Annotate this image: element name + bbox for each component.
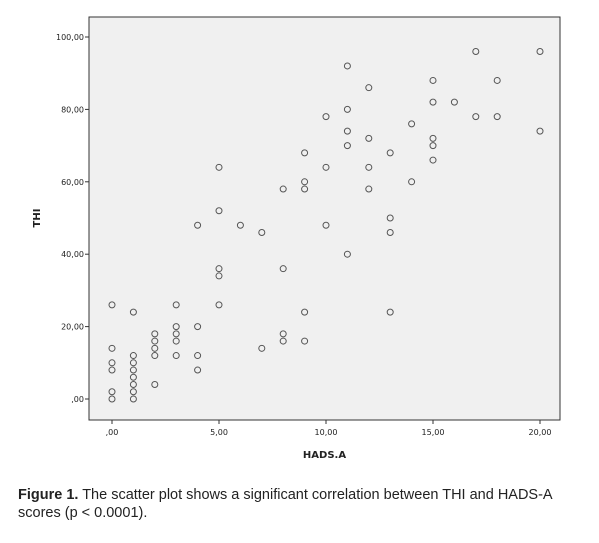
x-tick-label: 15,00 — [422, 428, 445, 437]
data-point — [151, 344, 159, 352]
data-point — [429, 98, 437, 106]
data-point — [301, 308, 309, 316]
data-point — [129, 381, 137, 389]
data-point — [108, 366, 116, 374]
data-point — [279, 185, 287, 193]
data-point — [343, 142, 351, 150]
data-point — [536, 47, 544, 55]
data-point — [386, 228, 394, 236]
data-point — [343, 62, 351, 70]
y-axis-title: THI — [32, 209, 43, 228]
data-point — [129, 373, 137, 381]
data-point — [236, 221, 244, 229]
data-point — [172, 330, 180, 338]
data-point — [215, 265, 223, 273]
x-tick-label: ,00 — [106, 428, 119, 437]
data-point — [258, 344, 266, 352]
data-point — [386, 214, 394, 222]
caption-text: The scatter plot shows a significant cor… — [18, 487, 552, 521]
data-point — [108, 388, 116, 396]
plot-area — [88, 16, 561, 421]
data-point — [365, 163, 373, 171]
data-point — [215, 163, 223, 171]
data-point — [151, 330, 159, 338]
data-point — [301, 337, 309, 345]
data-point — [365, 134, 373, 142]
data-point — [172, 301, 180, 309]
data-point — [301, 185, 309, 193]
data-point — [151, 337, 159, 345]
data-point — [194, 221, 202, 229]
caption-label: Figure 1. — [18, 487, 79, 503]
data-point — [343, 250, 351, 258]
x-tick-label: 20,00 — [529, 428, 552, 437]
data-point — [279, 330, 287, 338]
data-point — [365, 84, 373, 92]
data-point — [215, 301, 223, 309]
data-point — [215, 272, 223, 280]
data-point — [365, 185, 373, 193]
data-point — [408, 178, 416, 186]
data-point — [429, 134, 437, 142]
data-point — [472, 47, 480, 55]
y-tick-label: 60,00 — [61, 178, 84, 187]
data-point — [108, 395, 116, 403]
x-axis-title: HADS.A — [303, 450, 346, 461]
data-point — [386, 308, 394, 316]
data-point — [279, 265, 287, 273]
scatter-plot: ,00 5,00 10,00 15,00 20,00 ,00 20,00 40,00 60,0… — [32, 16, 561, 461]
data-point — [129, 395, 137, 403]
data-point — [536, 127, 544, 135]
data-point — [429, 142, 437, 150]
data-point — [408, 120, 416, 128]
data-point — [472, 113, 480, 121]
data-point — [450, 98, 458, 106]
data-point — [129, 388, 137, 396]
y-axis: ,00 20,00 40,00 60,00 80,00 100,00 — [56, 33, 89, 404]
y-tick-label: 100,00 — [56, 33, 84, 42]
data-point — [151, 381, 159, 389]
x-axis: ,00 5,00 10,00 15,00 20,00 — [106, 420, 552, 437]
data-point — [129, 359, 137, 367]
data-point — [129, 366, 137, 374]
data-point — [493, 113, 501, 121]
y-tick-label: 40,00 — [61, 250, 84, 259]
data-point — [322, 113, 330, 121]
data-point — [172, 337, 180, 345]
data-point — [194, 366, 202, 374]
data-point — [194, 323, 202, 331]
data-point — [194, 352, 202, 360]
data-point — [301, 149, 309, 157]
y-tick-label: 80,00 — [61, 105, 84, 114]
y-tick-label: ,00 — [71, 395, 84, 404]
data-point — [129, 352, 137, 360]
data-point — [322, 221, 330, 229]
x-tick-label: 10,00 — [315, 428, 338, 437]
data-point — [108, 301, 116, 309]
data-point — [429, 76, 437, 84]
data-point — [343, 127, 351, 135]
data-point — [279, 337, 287, 345]
data-point — [429, 156, 437, 164]
data-point — [258, 228, 266, 236]
data-point — [386, 149, 394, 157]
data-point — [151, 352, 159, 360]
data-point — [172, 352, 180, 360]
scatter-figure: ,00 5,00 10,00 15,00 20,00 ,00 20,00 40,00 60,0… — [32, 16, 561, 461]
data-point — [129, 308, 137, 316]
data-point — [108, 344, 116, 352]
data-point — [108, 359, 116, 367]
data-point — [493, 76, 501, 84]
data-point — [301, 178, 309, 186]
y-tick-label: 20,00 — [61, 323, 84, 332]
data-point — [215, 207, 223, 215]
data-point — [343, 105, 351, 113]
data-point — [172, 323, 180, 331]
figure-caption: Figure 1. The scatter plot shows a signi… — [18, 486, 588, 522]
data-point — [322, 163, 330, 171]
data-points — [108, 47, 544, 403]
x-tick-label: 5,00 — [210, 428, 228, 437]
